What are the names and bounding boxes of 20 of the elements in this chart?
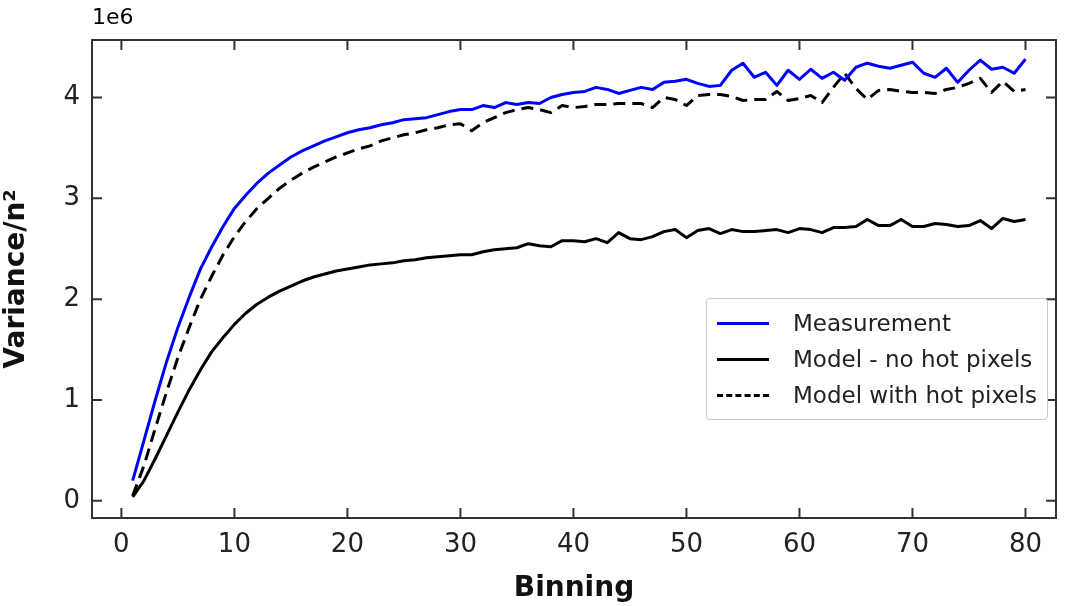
y-tick-label: 3 (63, 181, 80, 212)
text: 1e6 (92, 4, 134, 29)
x-axis-title: Binning (513, 570, 635, 604)
y-tick-label: 4 (63, 80, 80, 111)
y-tick-label: 0 (63, 483, 80, 514)
legend-label: Model with hot pixels (793, 382, 1037, 408)
legend-label: Model - no hot pixels (793, 346, 1033, 372)
x-tick-label: 0 (113, 528, 130, 559)
x-tick-label: 30 (443, 528, 477, 559)
x-tick-label: 50 (669, 528, 703, 559)
x-tick-label: 70 (895, 528, 930, 559)
legend-label: Measurement (793, 310, 951, 336)
y-axis-title: Variance/n² (0, 189, 32, 369)
x-tick-label: 10 (217, 528, 251, 559)
x-tick-label: 20 (330, 528, 364, 559)
y-tick-label: 2 (63, 281, 80, 312)
x-tick-label: 80 (1008, 528, 1043, 559)
y-tick-label: 1 (63, 382, 80, 413)
x-tick-label: 60 (782, 528, 817, 559)
x-tick-label: 40 (556, 528, 590, 559)
